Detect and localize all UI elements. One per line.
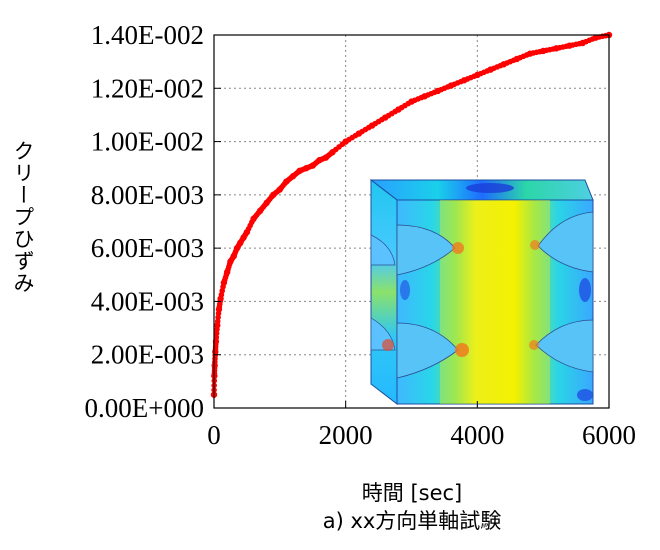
- data-points: [210, 31, 613, 398]
- data-point-interp: [379, 116, 385, 123]
- x-tick-label: 0: [207, 420, 221, 450]
- data-point-interp: [392, 108, 398, 115]
- y-tick-label: 6.00E-003: [91, 233, 204, 263]
- y-tick-label: 1.00E-002: [91, 127, 204, 157]
- x-axis-label: 時間 [sec]: [362, 481, 462, 505]
- data-point-interp: [214, 326, 220, 333]
- y-tick-label: 2.00E-003: [91, 340, 204, 370]
- x-tick-label: 6000: [582, 420, 636, 450]
- data-point-interp: [262, 202, 268, 208]
- chart-caption: a) xx方向単軸試験: [323, 509, 502, 533]
- y-tick-label: 8.00E-003: [91, 180, 204, 210]
- data-point-interp: [458, 78, 464, 85]
- plot-frame: [213, 34, 610, 409]
- y-tick-label: 1.20E-002: [91, 73, 204, 103]
- data-point-interp: [249, 219, 255, 225]
- data-point-interp: [576, 40, 583, 47]
- data-point-interp: [444, 84, 451, 90]
- x-axis-ticks: 0 2000 4000 6000: [207, 401, 636, 450]
- data-point-interp: [220, 283, 226, 290]
- data-point-interp: [365, 124, 372, 131]
- data-point-interp: [431, 89, 438, 96]
- data-point-interp: [550, 46, 556, 52]
- data-point-interp: [589, 36, 596, 42]
- data-point-interp: [328, 150, 334, 157]
- data-point-interp: [497, 62, 504, 69]
- data-point-interp: [213, 334, 220, 341]
- data-point-interp: [212, 352, 218, 359]
- y-axis-ticks: 0.00E+000 2.00E-003 4.00E-003 6.00E-003 8.00…: [85, 20, 221, 423]
- data-point-interp: [213, 330, 220, 337]
- data-point-interp: [484, 68, 491, 74]
- data-point-interp: [563, 43, 570, 50]
- data-point-interp: [471, 73, 477, 80]
- data-point-interp: [352, 132, 359, 139]
- data-point-interp: [215, 310, 222, 317]
- data-point-interp: [339, 141, 346, 148]
- data-point-interp: [602, 32, 609, 39]
- y-tick-label: 1.40E-002: [91, 20, 204, 50]
- data-point-interp: [510, 57, 517, 64]
- y-tick-label: 0.00E+000: [85, 393, 204, 423]
- data-point-interp: [255, 210, 262, 216]
- data-point-interp: [243, 230, 249, 237]
- data-point-interp: [223, 271, 230, 278]
- data-point-interp: [537, 48, 543, 55]
- data-point-interp: [405, 100, 412, 107]
- data-point-interp: [523, 52, 530, 58]
- y-tick-label: 4.00E-003: [91, 286, 204, 316]
- data-point-interp: [418, 94, 425, 101]
- x-tick-label: 2000: [319, 420, 373, 450]
- y-axis-label: クリープひずみ: [11, 140, 35, 294]
- fem-contour-inset: [369, 178, 594, 406]
- x-tick-label: 4000: [450, 420, 504, 450]
